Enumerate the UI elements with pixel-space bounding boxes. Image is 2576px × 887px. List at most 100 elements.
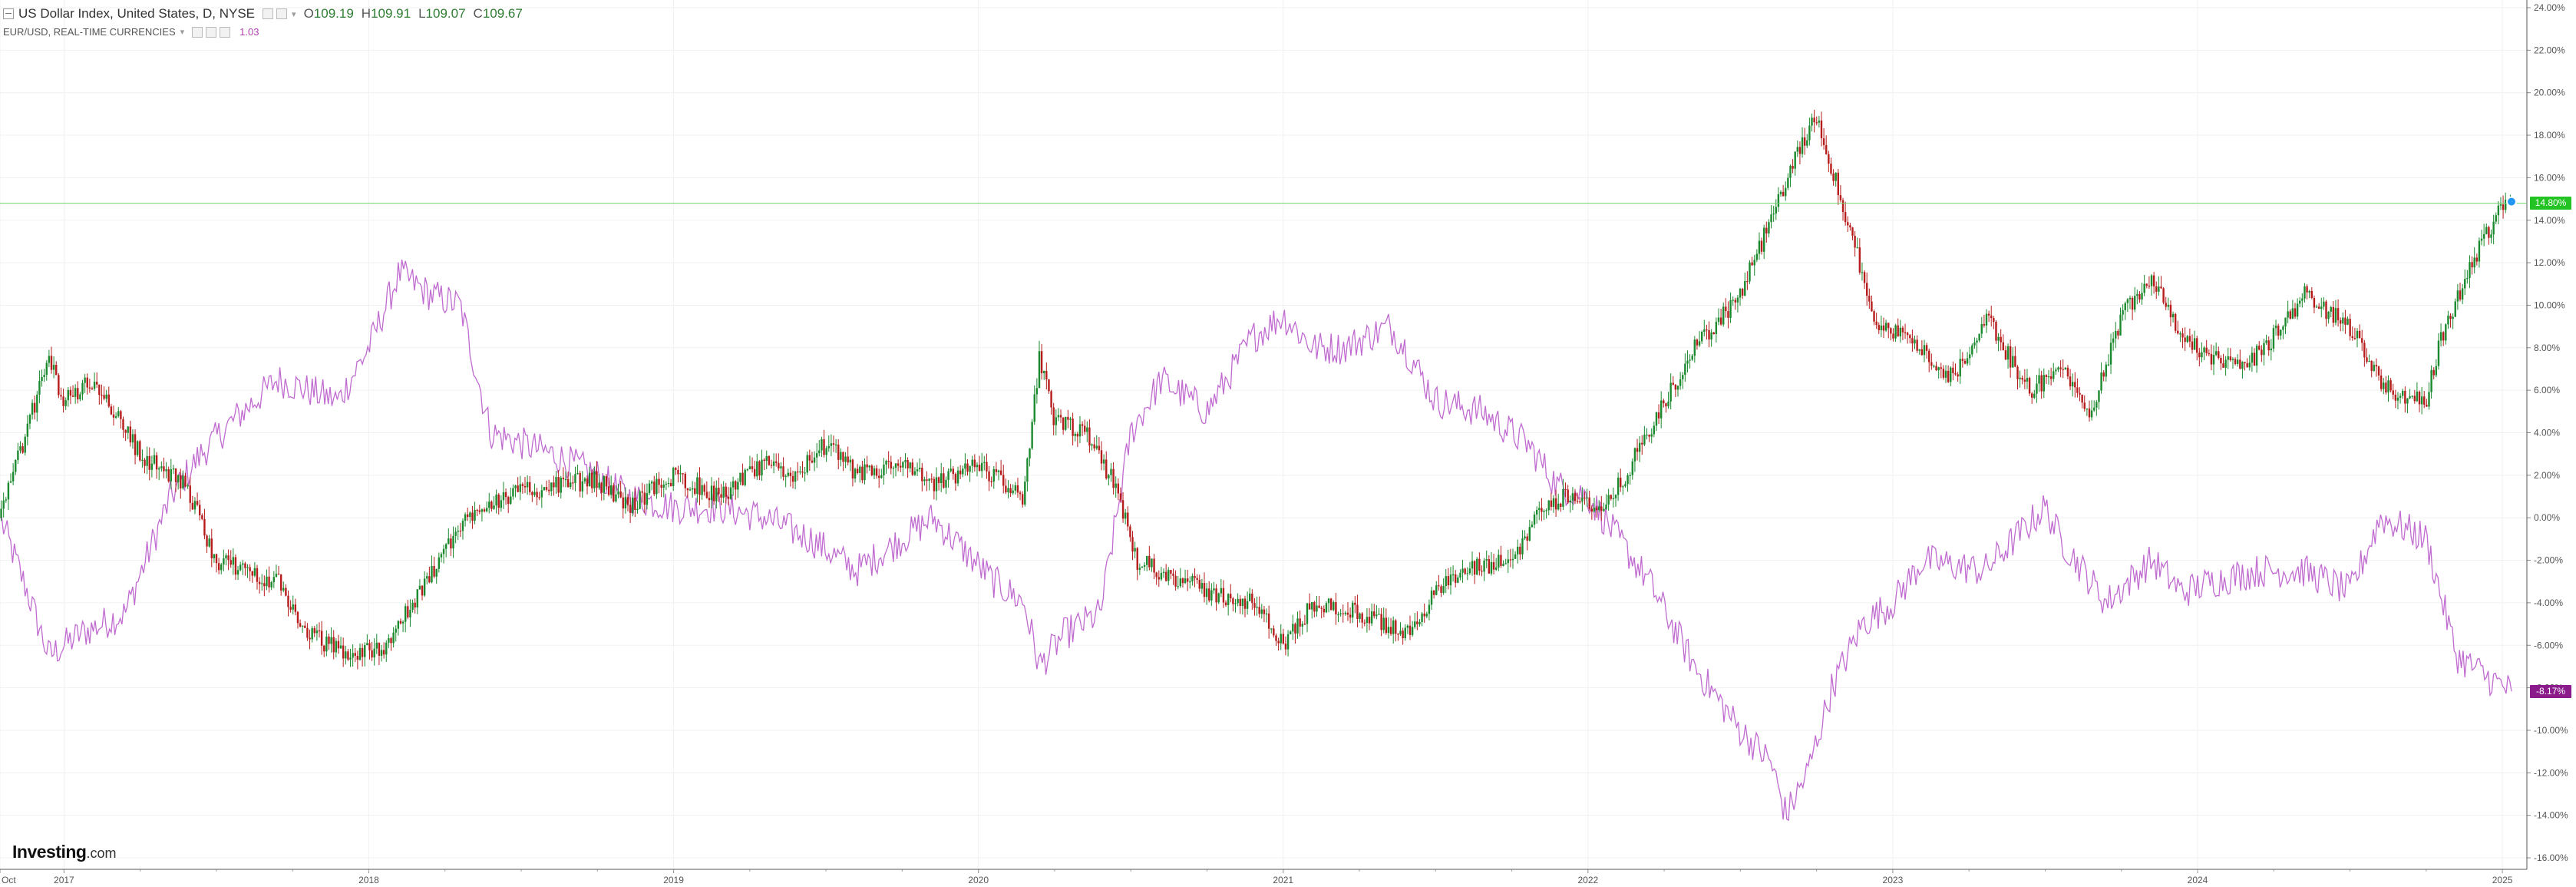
chevron-down-icon[interactable]: ▾ — [292, 9, 296, 19]
candle-body — [926, 479, 928, 481]
candle-body — [272, 577, 276, 583]
usd-last-price-badge: 14.80% — [2530, 197, 2571, 210]
candle-body — [1230, 594, 1232, 599]
y-tick-label: 14.00% — [2534, 215, 2565, 226]
candle-body — [2265, 340, 2267, 343]
candle-body — [1306, 603, 1309, 624]
candle-body — [361, 647, 364, 657]
candle-body — [2471, 262, 2473, 268]
candle-body — [1700, 332, 1703, 342]
candle-body — [679, 473, 682, 475]
candle-body — [490, 501, 493, 509]
candle-body — [964, 463, 966, 469]
candle-body — [1081, 424, 1084, 426]
candle-body — [2320, 306, 2323, 309]
candle-body — [840, 452, 842, 460]
candle-body — [1930, 362, 1933, 366]
candle-body — [1990, 315, 1993, 319]
settings-icon[interactable] — [192, 26, 203, 38]
candle-body — [1091, 444, 1093, 446]
candle-body — [304, 625, 306, 628]
candle-body — [1676, 386, 1679, 390]
candle-body — [823, 439, 825, 455]
candle-body — [170, 468, 173, 482]
candle-body — [2239, 359, 2241, 369]
candle-body — [1871, 301, 1873, 312]
candle-body — [2315, 306, 2318, 308]
candle-body — [385, 642, 388, 655]
candle-body — [366, 643, 368, 646]
candle-body — [1787, 177, 1789, 188]
candle-body — [481, 509, 484, 512]
candle-body — [1296, 618, 1299, 634]
chevron-down-icon[interactable]: ▾ — [180, 28, 185, 37]
candle-body — [139, 441, 141, 461]
candle-body — [1217, 593, 1220, 603]
candle-body — [682, 473, 684, 475]
candle-body — [1196, 578, 1198, 580]
candle-body — [1672, 382, 1674, 385]
candle-body — [180, 475, 182, 488]
candle-body — [1473, 561, 1476, 575]
close-icon[interactable] — [220, 26, 231, 38]
candle-body — [1995, 322, 1997, 341]
candle-body — [325, 636, 328, 652]
candle-body — [201, 515, 203, 519]
candle-body — [158, 468, 160, 470]
candle-body — [698, 477, 701, 495]
candle-body — [1440, 586, 1442, 593]
candle-body — [1825, 145, 1828, 154]
candle-body — [478, 510, 481, 512]
hide-icon[interactable] — [276, 8, 288, 19]
candle-body — [67, 389, 70, 401]
candle-body — [902, 462, 904, 468]
hide-icon[interactable] — [206, 26, 217, 38]
candle-body — [1376, 614, 1378, 617]
candle-body — [2255, 346, 2258, 366]
candle-body — [940, 473, 943, 483]
candle-body — [1253, 603, 1256, 608]
candle-body — [1985, 313, 1988, 326]
candle-body — [266, 576, 268, 587]
candle-body — [1841, 200, 1844, 213]
candle-body — [2177, 330, 2179, 334]
candle-body — [1562, 488, 1564, 507]
candle-body — [2346, 319, 2349, 325]
y-tick-label: -12.00% — [2534, 767, 2568, 778]
candle-body — [976, 465, 979, 468]
candle-body — [1325, 603, 1328, 613]
settings-icon[interactable] — [263, 8, 274, 19]
y-tick-label: 6.00% — [2534, 385, 2560, 396]
candle-body — [1957, 374, 1959, 377]
candle-body — [1744, 280, 1746, 296]
candle-body — [2088, 408, 2091, 418]
candle-body — [1392, 620, 1395, 634]
candle-body — [787, 472, 789, 476]
candle-body — [1088, 427, 1091, 446]
main-symbol-label: US Dollar Index, United States, D, NYSE — [18, 6, 256, 21]
candle-body — [2409, 396, 2411, 399]
candle-body — [1038, 351, 1041, 389]
candle-body — [146, 455, 148, 466]
candle-body — [447, 538, 450, 544]
candle-body — [2115, 330, 2117, 339]
candle-body — [1466, 573, 1468, 574]
candle-body — [1078, 424, 1082, 437]
candle-body — [294, 604, 297, 612]
candle-body — [1978, 333, 1980, 341]
candle-body — [789, 472, 792, 476]
collapse-icon[interactable] — [3, 8, 14, 19]
candle-body — [2004, 350, 2007, 360]
candle-body — [1361, 613, 1363, 623]
candle-body — [897, 463, 900, 466]
candle-body — [2280, 329, 2282, 336]
candle-body — [2488, 227, 2490, 238]
candle-body — [1494, 568, 1498, 570]
candle-body — [2432, 369, 2435, 376]
candle-body — [2349, 319, 2351, 336]
candle-body — [1352, 602, 1354, 618]
candle-body — [493, 505, 495, 509]
candle-body — [775, 461, 778, 463]
